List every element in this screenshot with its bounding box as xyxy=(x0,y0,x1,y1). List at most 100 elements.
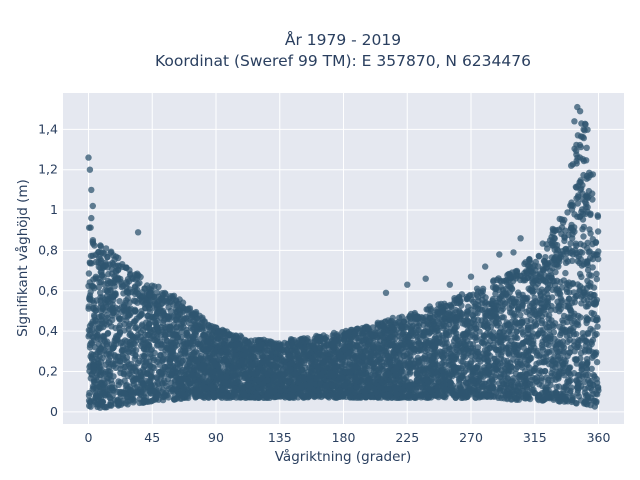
data-point xyxy=(480,364,488,371)
data-point xyxy=(104,329,112,337)
data-point xyxy=(533,352,541,359)
data-point xyxy=(109,380,116,388)
data-point xyxy=(466,340,474,347)
data-point xyxy=(87,252,95,260)
data-point xyxy=(179,342,186,349)
data-point xyxy=(505,320,512,328)
data-point xyxy=(590,284,598,291)
data-point xyxy=(505,328,512,335)
data-point xyxy=(127,342,134,349)
data-point xyxy=(489,333,496,340)
data-point xyxy=(276,377,283,384)
data-point xyxy=(115,314,122,321)
data-point xyxy=(574,154,581,161)
data-point xyxy=(570,370,578,377)
data-point xyxy=(593,358,601,366)
data-point xyxy=(359,379,366,386)
data-point xyxy=(555,383,563,390)
data-point xyxy=(126,278,133,285)
data-point xyxy=(568,309,575,316)
data-point xyxy=(280,371,287,378)
data-point xyxy=(391,335,399,342)
data-point xyxy=(584,194,591,202)
data-point xyxy=(583,200,590,207)
data-point xyxy=(450,362,458,370)
data-point xyxy=(93,374,100,381)
data-point xyxy=(302,356,309,364)
data-point xyxy=(468,363,475,370)
data-point xyxy=(589,264,596,271)
data-point xyxy=(482,310,489,317)
data-point xyxy=(414,367,421,374)
data-point xyxy=(573,184,580,191)
data-point xyxy=(171,396,179,403)
data-point xyxy=(106,319,113,326)
data-point xyxy=(559,247,566,255)
data-point xyxy=(556,308,563,315)
data-point xyxy=(524,294,531,301)
data-point xyxy=(163,382,170,390)
data-point xyxy=(337,353,344,360)
data-point xyxy=(561,237,568,245)
data-point xyxy=(565,295,573,302)
data-point xyxy=(525,364,533,371)
data-point xyxy=(550,329,558,336)
chart-title-line2: Koordinat (Sweref 99 TM): E 357870, N 62… xyxy=(155,52,531,70)
data-point xyxy=(97,303,105,310)
data-point xyxy=(147,334,154,342)
data-point xyxy=(554,368,561,376)
data-point xyxy=(594,228,602,235)
data-point xyxy=(226,330,233,338)
data-point xyxy=(115,254,122,262)
data-point xyxy=(587,211,594,219)
data-point xyxy=(122,382,130,390)
data-point xyxy=(539,344,546,351)
data-point xyxy=(90,276,97,283)
data-point xyxy=(498,307,505,314)
data-point xyxy=(573,377,580,384)
data-point xyxy=(588,365,595,372)
data-point xyxy=(90,312,98,319)
data-point xyxy=(106,394,113,401)
data-point xyxy=(579,249,586,256)
data-point xyxy=(119,353,126,360)
data-point xyxy=(102,262,109,270)
data-point xyxy=(544,324,551,331)
data-point xyxy=(566,365,573,372)
data-point xyxy=(374,319,381,326)
data-point xyxy=(185,380,192,388)
data-point xyxy=(151,283,158,290)
data-point xyxy=(578,273,585,281)
data-point xyxy=(134,383,141,390)
data-point xyxy=(566,349,574,356)
data-point xyxy=(120,371,128,378)
data-point xyxy=(459,358,466,365)
data-point xyxy=(414,337,421,344)
data-point xyxy=(238,334,245,341)
data-point xyxy=(116,262,123,270)
data-point xyxy=(425,351,432,359)
data-point xyxy=(560,312,568,320)
data-point xyxy=(508,337,515,345)
data-point xyxy=(550,357,557,364)
data-point xyxy=(134,280,141,288)
data-point xyxy=(456,380,463,388)
data-point xyxy=(503,345,510,353)
data-point xyxy=(189,337,196,344)
data-point xyxy=(562,326,569,334)
data-point xyxy=(177,350,184,358)
data-point xyxy=(389,314,396,322)
data-point xyxy=(489,284,497,291)
data-point xyxy=(86,402,93,409)
data-point xyxy=(554,290,561,297)
data-point xyxy=(108,248,115,255)
data-point xyxy=(529,374,536,381)
data-point xyxy=(535,330,542,337)
data-point xyxy=(594,323,601,330)
data-point xyxy=(458,302,465,309)
data-point xyxy=(426,385,433,393)
data-point xyxy=(543,357,550,365)
data-point xyxy=(560,387,567,394)
data-point xyxy=(124,295,131,302)
data-point xyxy=(406,370,414,377)
